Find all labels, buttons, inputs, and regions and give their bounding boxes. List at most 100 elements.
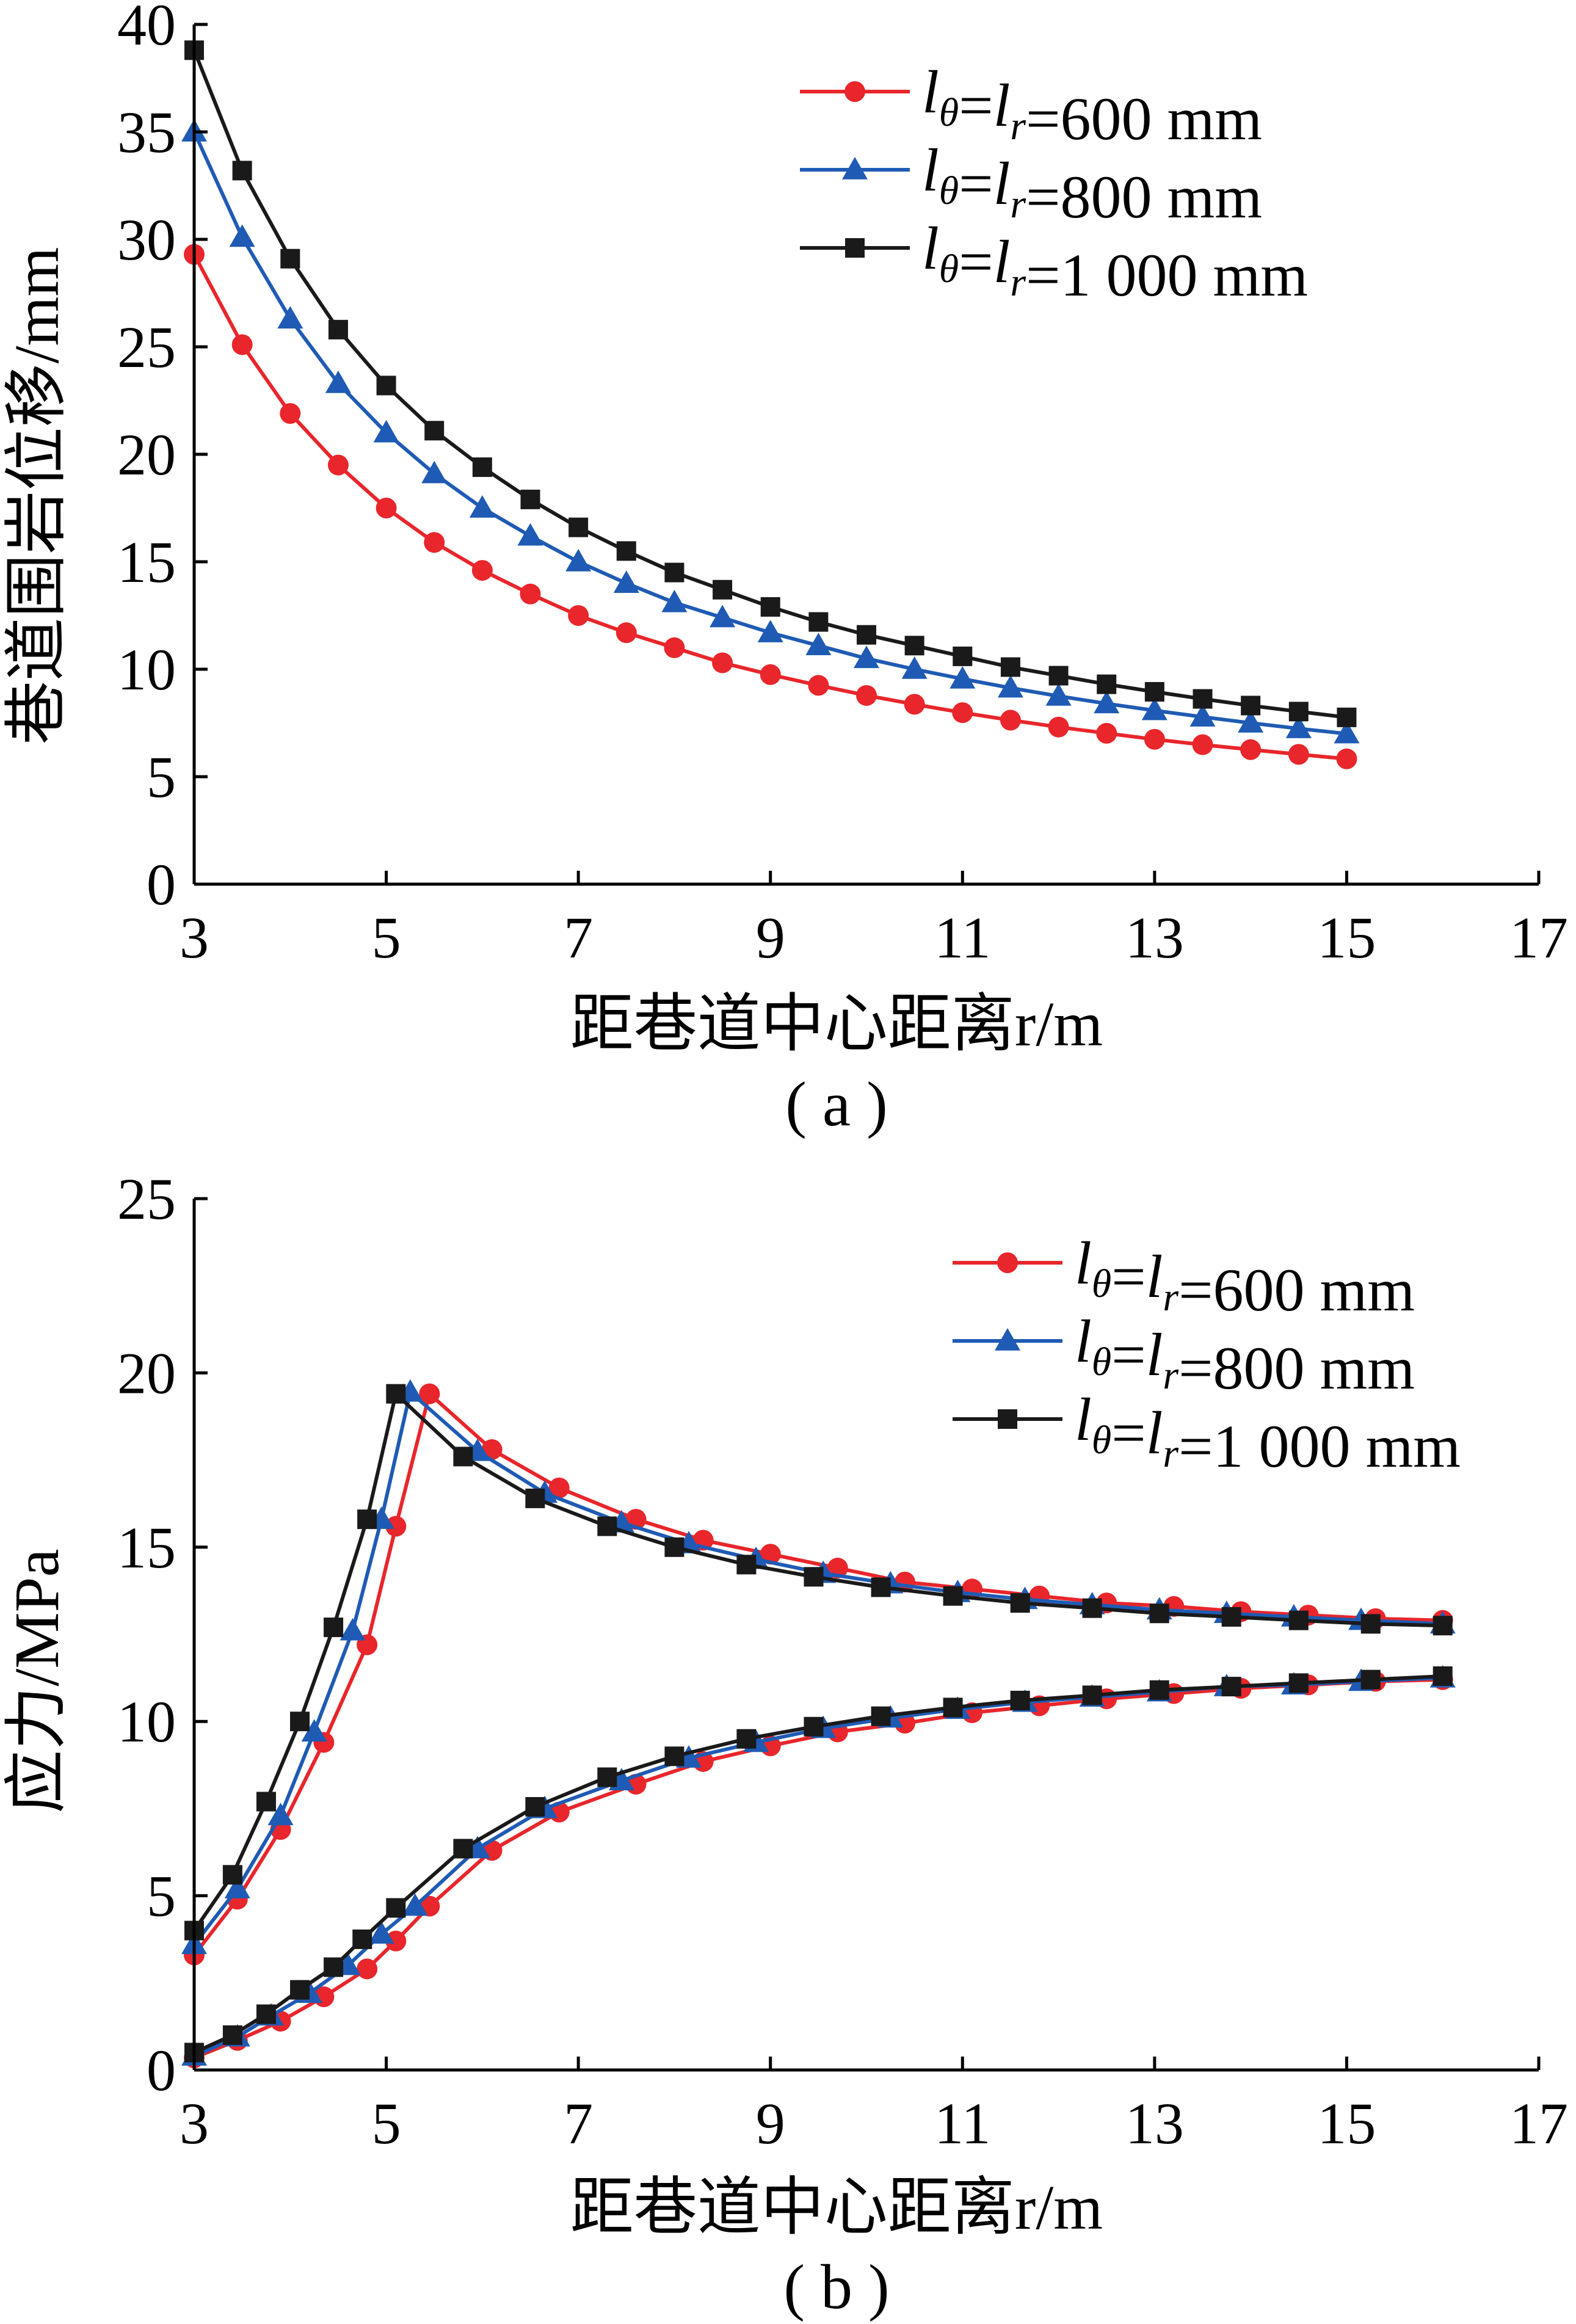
data-point: [616, 622, 637, 644]
data-point: [419, 1383, 440, 1404]
x-axis-label-b: 距巷道中心距离r/m: [570, 2173, 1103, 2243]
data-point: [376, 376, 396, 396]
data-point: [232, 161, 252, 181]
y-tick-label: 0: [147, 2038, 176, 2103]
data-point: [1221, 1677, 1241, 1697]
x-tick-label: 9: [756, 905, 785, 970]
legend-item: lθ=lr=600 mm: [800, 58, 1262, 153]
data-point: [224, 1876, 250, 1898]
y-tick-label: 0: [147, 852, 176, 917]
caption-b: ( b ): [783, 2252, 889, 2322]
data-point: [1097, 674, 1117, 694]
legend-label: lθ=lr=600 mm: [922, 58, 1262, 153]
data-point: [952, 702, 973, 724]
data-point: [520, 583, 541, 605]
data-point: [871, 1577, 891, 1597]
legend-label: lθ=lr=600 mm: [1075, 1229, 1415, 1324]
data-point: [804, 1567, 824, 1587]
legend-marker: [842, 157, 868, 180]
data-point: [757, 620, 783, 642]
axes-b: 0 5 10 15 20 25 3 5 7 9 11 13 15 17: [117, 1166, 1568, 2156]
data-point: [1285, 716, 1312, 738]
data-point: [712, 652, 733, 674]
y-tick-label: 5: [147, 1864, 176, 1929]
data-point: [469, 495, 495, 518]
data-point: [385, 1516, 407, 1537]
data-point: [1360, 1669, 1381, 1690]
data-point: [1334, 721, 1360, 744]
data-point: [471, 560, 493, 581]
legend-marker: [998, 1409, 1017, 1429]
data-point: [1141, 697, 1167, 721]
data-point: [231, 334, 253, 355]
y-tick-label: 35: [117, 100, 176, 165]
data-point: [1048, 716, 1069, 738]
data-point: [1189, 704, 1216, 727]
legend-marker: [995, 1328, 1020, 1351]
data-point: [277, 306, 303, 329]
data-point: [1337, 707, 1357, 727]
data-point: [661, 589, 688, 612]
data-point: [1240, 739, 1262, 760]
data-point: [325, 370, 351, 393]
x-tick-label: 5: [372, 2091, 401, 2156]
data-point: [520, 489, 540, 509]
data-point: [943, 1698, 963, 1718]
data-point: [953, 646, 973, 666]
data-point: [760, 664, 781, 685]
data-point: [597, 1767, 617, 1787]
y-tick-label: 25: [117, 314, 176, 380]
data-point: [808, 612, 829, 632]
data-point: [357, 1509, 377, 1530]
data-point: [664, 562, 685, 583]
y-tick-label: 5: [147, 744, 176, 810]
data-point: [376, 498, 397, 518]
data-point: [525, 1797, 545, 1817]
x-tick-label: 3: [180, 905, 209, 970]
data-point: [760, 1544, 781, 1565]
x-tick-label: 15: [1317, 905, 1376, 970]
data-point: [340, 1618, 366, 1641]
x-tick-label: 17: [1509, 905, 1568, 970]
data-point: [453, 1447, 473, 1467]
data-point: [664, 637, 685, 658]
y-tick-label: 15: [117, 1515, 176, 1580]
data-point: [1094, 691, 1120, 714]
data-point: [760, 597, 780, 617]
x-tick-label: 3: [180, 2091, 209, 2156]
data-point: [1360, 1614, 1381, 1634]
data-point: [997, 675, 1023, 698]
series-0: [184, 244, 1357, 769]
x-tick-label: 17: [1509, 2091, 1568, 2156]
x-tick-label: 13: [1125, 2091, 1184, 2156]
legend-item: lθ=lr=800 mm: [800, 136, 1262, 231]
data-point: [222, 2025, 242, 2045]
data-point: [1144, 728, 1165, 750]
y-tick-label: 20: [117, 422, 176, 487]
legend-item: lθ=lr=600 mm: [953, 1229, 1415, 1324]
data-point: [901, 656, 928, 679]
legend-label: lθ=lr=800 mm: [922, 136, 1262, 231]
data-point: [710, 605, 736, 628]
data-point: [352, 1929, 372, 1949]
x-tick-label: 7: [564, 905, 593, 970]
data-point: [256, 1792, 276, 1812]
data-point: [616, 541, 636, 561]
series-2-lower: [184, 1666, 1453, 2063]
x-axis-label-a: 距巷道中心距离r/m: [570, 989, 1103, 1059]
data-point: [267, 1803, 294, 1826]
data-point: [1144, 681, 1164, 702]
data-point: [664, 1537, 685, 1557]
x-tick-label: 15: [1317, 2091, 1376, 2156]
data-point: [808, 675, 829, 696]
data-point: [1288, 1610, 1309, 1630]
y-tick-label: 10: [117, 1689, 176, 1754]
legend-item: lθ=lr=800 mm: [953, 1307, 1415, 1402]
data-point: [804, 1716, 824, 1737]
caption-a: ( a ): [785, 1069, 887, 1139]
y-axis-label-b: 应力/MPa: [2, 1549, 72, 1813]
data-point: [1433, 1616, 1453, 1636]
